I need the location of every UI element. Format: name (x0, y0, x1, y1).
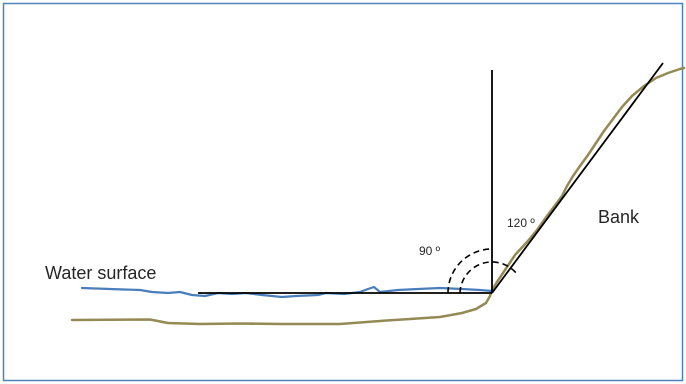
angle-120-label: 120 º (507, 216, 535, 230)
angle-arc-90 (447, 248, 493, 294)
water-surface-line (80, 285, 494, 299)
angle-90-label: 90 º (419, 244, 441, 258)
angle-arcs (447, 248, 518, 294)
reference-lines (198, 62, 664, 294)
bank-label: Bank (598, 207, 640, 227)
bank-slope-line (491, 62, 664, 294)
ground-profile (70, 66, 686, 326)
water-surface-label: Water surface (45, 263, 156, 283)
